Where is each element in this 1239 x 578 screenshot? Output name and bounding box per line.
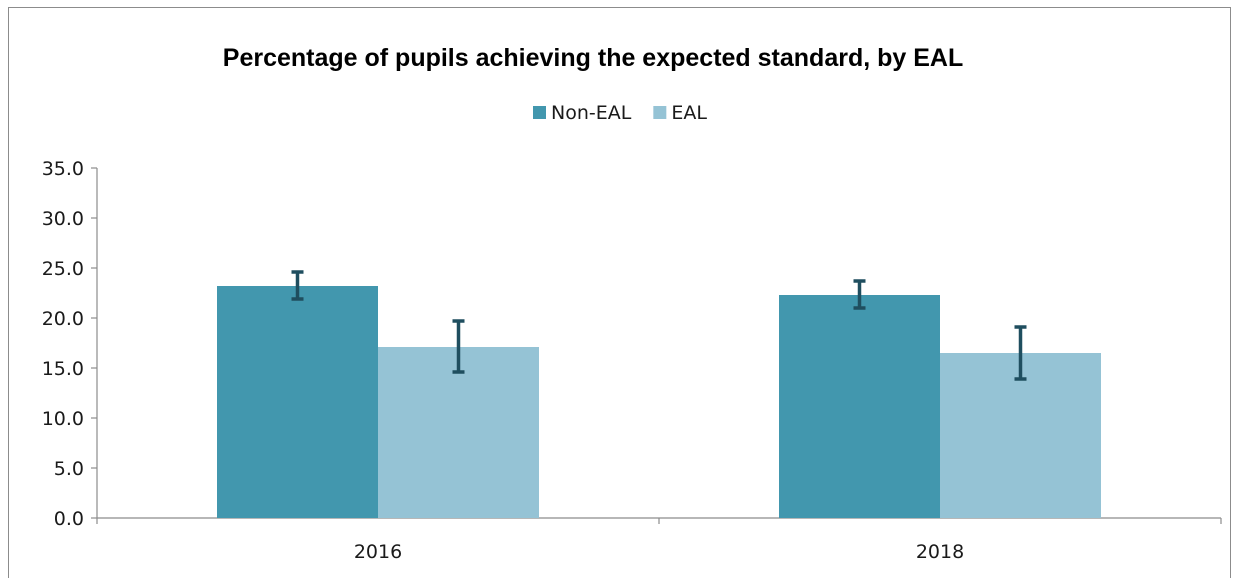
error-bar-non-eal-2016 bbox=[291, 270, 304, 301]
bar-eal-2016 bbox=[378, 347, 539, 518]
legend-swatch-eal bbox=[653, 106, 667, 119]
x-axis: 2016 2018 bbox=[96, 517, 1222, 563]
y-tick-label: 35.0 bbox=[42, 158, 84, 180]
bar-non-eal-2018 bbox=[779, 295, 940, 518]
error-bar-eal-2016 bbox=[452, 319, 465, 374]
y-tick-label: 30.0 bbox=[42, 208, 84, 230]
x-tick-label: 2016 bbox=[354, 541, 402, 563]
y-tick-label: 25.0 bbox=[42, 258, 84, 280]
y-tick-label: 15.0 bbox=[42, 358, 84, 380]
legend-label-eal: EAL bbox=[671, 102, 707, 124]
y-axis: 0.0 5.0 10.0 15.0 20.0 25.0 30.0 35.0 bbox=[42, 158, 98, 530]
error-bar-non-eal-2018 bbox=[853, 279, 866, 310]
y-tick-label: 0.0 bbox=[54, 508, 84, 530]
error-bars bbox=[291, 270, 1027, 381]
chart-title: Percentage of pupils achieving the expec… bbox=[223, 44, 963, 72]
y-tick-label: 5.0 bbox=[54, 458, 84, 480]
y-tick-label: 10.0 bbox=[42, 408, 84, 430]
legend-label-non-eal: Non-EAL bbox=[551, 102, 632, 124]
x-tick-label: 2018 bbox=[916, 541, 964, 563]
bars bbox=[217, 286, 1101, 518]
legend: Non-EAL EAL bbox=[533, 102, 707, 124]
error-bar-eal-2018 bbox=[1014, 325, 1027, 381]
legend-swatch-non-eal bbox=[533, 106, 546, 119]
bar-non-eal-2016 bbox=[217, 286, 378, 518]
y-tick-label: 20.0 bbox=[42, 308, 84, 330]
